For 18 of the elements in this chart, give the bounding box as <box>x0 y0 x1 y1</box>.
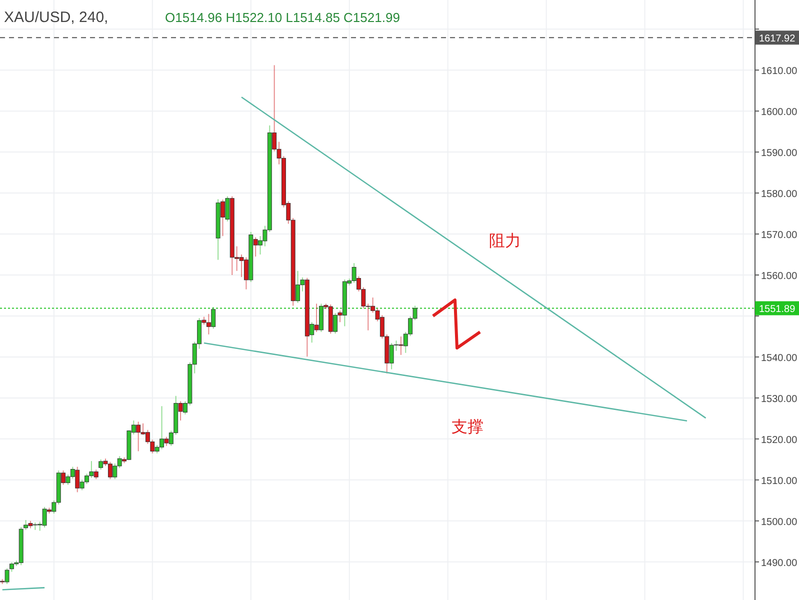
y-tick-label: 1500.00 <box>761 516 798 528</box>
y-tick-label: 1610.00 <box>761 66 798 78</box>
y-tick-label: 1510.00 <box>761 476 798 487</box>
y-tick-label: 1520.00 <box>761 434 798 446</box>
y-tick-label: 1490.00 <box>761 558 798 569</box>
y-tick-label: 1570.00 <box>761 230 798 242</box>
y-tick-label: 1600.00 <box>761 107 798 118</box>
annotation: 阻力 <box>489 232 522 250</box>
y-tick-label: 1540.00 <box>761 352 798 364</box>
y-tick-label: 1560.00 <box>761 271 798 282</box>
annotation: 支撑 <box>451 418 484 436</box>
ref-line-label: 1617.92 <box>759 34 796 45</box>
text: XAU/USD, 240, <box>4 9 108 26</box>
y-tick-label: 1530.00 <box>761 394 798 405</box>
ref-line-label: 1551.89 <box>759 304 796 316</box>
text: O1514.96 H1522.10 L1514.85 C1521.99 <box>165 10 400 25</box>
y-tick-label: 1580.00 <box>761 189 798 200</box>
y-tick-label: 1590.00 <box>761 148 798 160</box>
